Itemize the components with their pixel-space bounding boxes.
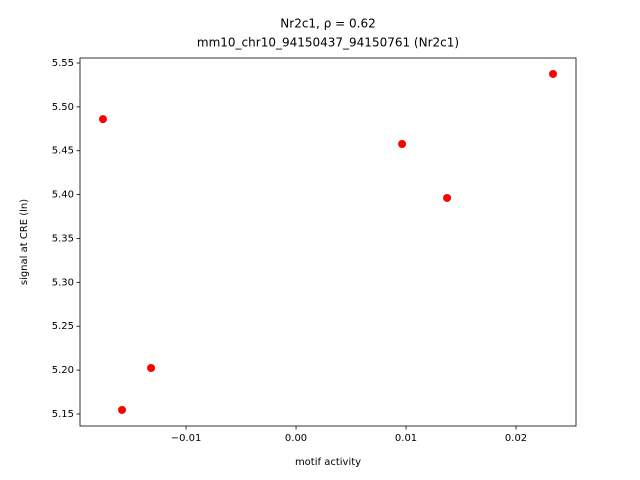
x-tick-label: 0.02 bbox=[505, 433, 527, 444]
point bbox=[147, 364, 156, 373]
x-tick-label: −0.01 bbox=[171, 433, 202, 444]
point bbox=[398, 139, 407, 148]
chart-title: Nr2c1, ρ = 0.62 bbox=[280, 17, 375, 31]
y-tick-label: 5.25 bbox=[52, 321, 74, 332]
y-tick-label: 5.20 bbox=[52, 365, 74, 376]
point bbox=[549, 69, 558, 78]
y-tick-label: 5.15 bbox=[52, 409, 74, 420]
y-tick-label: 5.45 bbox=[52, 146, 74, 157]
y-tick-label: 5.35 bbox=[52, 233, 74, 244]
point bbox=[118, 405, 127, 414]
y-tick-label: 5.30 bbox=[52, 277, 74, 288]
y-tick-label: 5.55 bbox=[52, 58, 74, 69]
y-tick-label: 5.40 bbox=[52, 190, 74, 201]
point bbox=[443, 193, 452, 202]
x-tick-label: 0.01 bbox=[395, 433, 417, 444]
x-tick-label: 0.00 bbox=[285, 433, 307, 444]
x-axis-label: motif activity bbox=[295, 457, 361, 468]
chart-subtitle: mm10_chr10_94150437_94150761 (Nr2c1) bbox=[197, 36, 459, 50]
y-tick-label: 5.50 bbox=[52, 102, 74, 113]
point bbox=[98, 115, 107, 124]
plot-frame bbox=[79, 57, 577, 427]
y-axis-label: signal at CRE (ln) bbox=[19, 199, 30, 285]
